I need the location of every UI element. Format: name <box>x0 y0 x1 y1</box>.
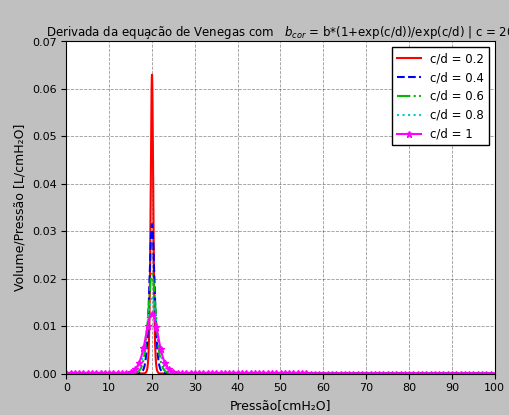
c/d = 1 <box>382 371 388 376</box>
c/d = 0.4 <box>63 371 69 376</box>
c/d = 0.6 <box>341 371 347 376</box>
c/d = 0.8 <box>320 371 326 376</box>
c/d = 0.2 <box>415 371 421 376</box>
c/d = 1 <box>415 371 421 376</box>
c/d = 1 <box>63 371 69 376</box>
c/d = 0.4 <box>227 371 233 376</box>
c/d = 0.8 <box>491 371 497 376</box>
Line: c/d = 0.8: c/d = 0.8 <box>66 299 494 374</box>
c/d = 1 <box>341 371 347 376</box>
Y-axis label: Volume/Pressão [L/cmH₂O]: Volume/Pressão [L/cmH₂O] <box>13 124 26 291</box>
c/d = 0.6 <box>415 371 421 376</box>
c/d = 0.8 <box>149 296 155 301</box>
c/d = 0.6 <box>63 371 69 376</box>
c/d = 0.2 <box>341 371 347 376</box>
c/d = 0.6 <box>491 371 497 376</box>
c/d = 0.4 <box>141 365 147 370</box>
c/d = 1 <box>227 371 233 376</box>
c/d = 0.2 <box>452 371 458 376</box>
c/d = 0.6 <box>320 371 326 376</box>
c/d = 0.4 <box>149 222 155 227</box>
c/d = 0.6 <box>382 371 388 376</box>
c/d = 1 <box>491 371 497 376</box>
c/d = 0.8 <box>382 371 388 376</box>
X-axis label: Pressão[cmH₂O]: Pressão[cmH₂O] <box>229 399 331 412</box>
c/d = 1 <box>141 343 147 348</box>
c/d = 0.8 <box>63 371 69 376</box>
c/d = 0.2 <box>491 371 497 376</box>
c/d = 0.2 <box>63 371 69 376</box>
Line: c/d = 0.2: c/d = 0.2 <box>66 75 494 374</box>
Title: Derivada da equa$\c{c}$ão de Venegas com   $b_{cor}$ = b*(1+exp(c/d))/exp(c/d) |: Derivada da equa$\c{c}$ão de Venegas com… <box>46 24 509 41</box>
Line: c/d = 0.4: c/d = 0.4 <box>66 224 494 374</box>
c/d = 0.2 <box>227 371 233 376</box>
c/d = 1 <box>149 311 155 316</box>
c/d = 0.8 <box>227 371 233 376</box>
c/d = 0.2 <box>320 371 326 376</box>
Legend: c/d = 0.2, c/d = 0.4, c/d = 0.6, c/d = 0.8, c/d = 1: c/d = 0.2, c/d = 0.4, c/d = 0.6, c/d = 0… <box>391 47 488 146</box>
Line: c/d = 0.6: c/d = 0.6 <box>66 274 494 374</box>
c/d = 0.8 <box>341 371 347 376</box>
c/d = 0.6 <box>227 371 233 376</box>
c/d = 0.8 <box>141 346 147 351</box>
c/d = 0.4 <box>320 371 326 376</box>
c/d = 0.2 <box>141 371 147 376</box>
c/d = 0.4 <box>491 371 497 376</box>
c/d = 0.6 <box>149 271 155 276</box>
c/d = 1 <box>320 371 326 376</box>
c/d = 0.2 <box>149 72 155 77</box>
c/d = 0.6 <box>141 354 147 359</box>
c/d = 0.8 <box>415 371 421 376</box>
c/d = 0.4 <box>341 371 347 376</box>
c/d = 0.2 <box>382 371 388 376</box>
c/d = 0.4 <box>415 371 421 376</box>
Line: c/d = 1: c/d = 1 <box>63 310 497 377</box>
c/d = 0.4 <box>382 371 388 376</box>
